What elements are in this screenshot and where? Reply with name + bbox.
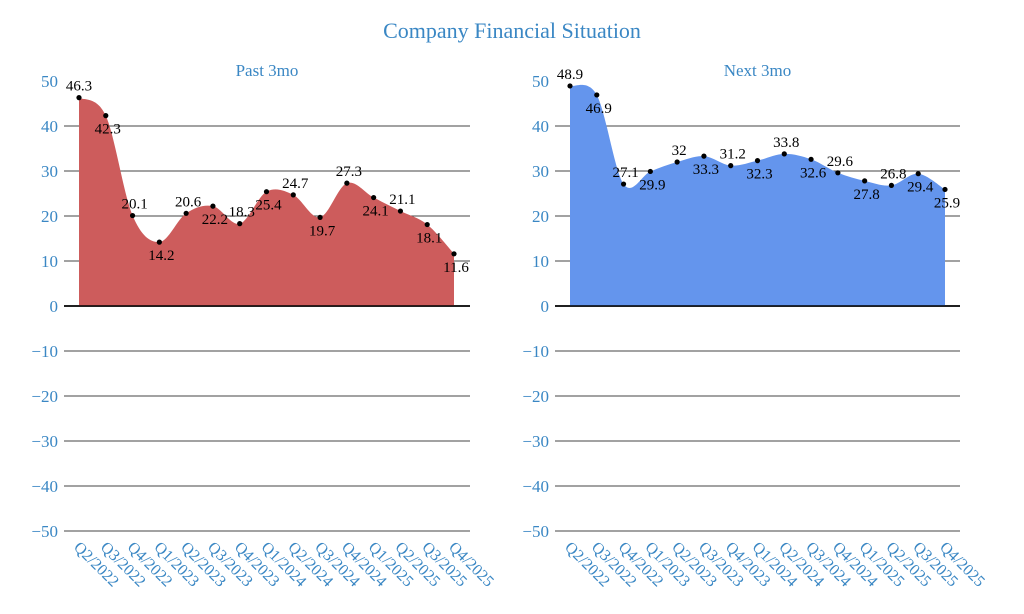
data-label: 22.2 [202, 212, 228, 228]
data-point[interactable] [835, 170, 841, 176]
y-tick-label: −40 [31, 477, 58, 496]
y-tick-label: 20 [41, 207, 58, 226]
y-tick-label: 30 [41, 162, 58, 181]
data-point[interactable] [263, 189, 270, 195]
area-series [570, 84, 945, 306]
panel-subtitle: Past 3mo [236, 61, 299, 80]
data-label: 20.1 [121, 197, 147, 213]
y-tick-label: −20 [31, 387, 58, 406]
data-point[interactable] [290, 192, 296, 198]
data-label: 29.9 [639, 177, 665, 193]
data-point[interactable] [237, 221, 243, 227]
y-tick-label: 10 [41, 252, 58, 271]
y-tick-label: −20 [522, 387, 549, 406]
y-tick-label: 20 [532, 207, 549, 226]
data-point[interactable] [862, 178, 868, 184]
data-label: 29.6 [827, 154, 854, 170]
data-point[interactable] [647, 168, 653, 175]
data-label: 27.3 [336, 164, 362, 180]
y-tick-label: 40 [532, 117, 549, 136]
data-point[interactable] [754, 158, 761, 164]
data-point[interactable] [397, 208, 404, 214]
data-point[interactable] [183, 210, 189, 216]
y-tick-label: 0 [541, 297, 550, 316]
chart-title: Company Financial Situation [383, 18, 641, 43]
data-point[interactable] [451, 251, 457, 257]
data-point[interactable] [701, 153, 707, 159]
data-label: 29.4 [907, 180, 934, 196]
data-point[interactable] [620, 181, 627, 187]
data-point[interactable] [915, 171, 921, 177]
data-label: 20.6 [175, 194, 202, 210]
data-label: 25.4 [255, 198, 282, 214]
data-point[interactable] [129, 212, 136, 219]
data-label: 21.1 [389, 192, 415, 208]
data-point[interactable] [594, 92, 600, 98]
y-tick-label: −40 [522, 477, 549, 496]
data-label: 18.1 [416, 231, 442, 247]
data-point[interactable] [424, 221, 430, 228]
data-label: 42.3 [95, 122, 121, 138]
data-point[interactable] [317, 214, 323, 220]
data-point[interactable] [210, 203, 216, 209]
data-label: 32.3 [746, 167, 772, 183]
data-label: 46.3 [66, 79, 92, 95]
y-tick-label: 30 [532, 162, 549, 181]
y-tick-label: −10 [522, 342, 549, 361]
data-label: 48.9 [557, 67, 583, 83]
data-point[interactable] [567, 83, 573, 89]
data-label: 32.6 [800, 165, 827, 181]
data-point[interactable] [344, 180, 350, 186]
data-label: 19.7 [309, 223, 336, 239]
data-label: 32 [672, 143, 687, 159]
data-point[interactable] [728, 163, 734, 169]
data-label: 46.9 [586, 101, 612, 117]
y-tick-label: 50 [532, 72, 549, 91]
data-label: 33.3 [693, 162, 719, 178]
data-point[interactable] [76, 95, 82, 101]
data-label: 25.9 [934, 195, 960, 211]
data-label: 11.6 [443, 260, 469, 276]
data-point[interactable] [156, 239, 162, 245]
chart-panel-2: Next 3mo50403020100−10−20−30−40−5048.9Q2… [522, 61, 987, 590]
data-label: 27.1 [612, 165, 638, 181]
chart-panel-1: Past 3mo50403020100−10−20−30−40−5046.3Q2… [31, 61, 496, 590]
y-tick-label: −30 [522, 432, 549, 451]
data-point[interactable] [371, 194, 377, 201]
data-label: 27.8 [854, 187, 880, 203]
data-point[interactable] [888, 182, 895, 188]
y-tick-label: −50 [522, 522, 549, 541]
data-point[interactable] [808, 156, 814, 162]
data-label: 24.1 [363, 204, 389, 220]
data-label: 24.7 [282, 176, 309, 192]
y-tick-label: −30 [31, 432, 58, 451]
data-point[interactable] [103, 113, 109, 119]
area-series [79, 97, 454, 307]
data-point[interactable] [781, 151, 787, 157]
data-point[interactable] [942, 186, 948, 193]
data-label: 26.8 [880, 166, 906, 182]
y-tick-label: 40 [41, 117, 58, 136]
data-label: 18.3 [229, 205, 255, 221]
y-tick-label: −10 [31, 342, 58, 361]
data-label: 14.2 [148, 248, 174, 264]
y-tick-label: −50 [31, 522, 58, 541]
data-label: 33.8 [773, 135, 799, 151]
y-tick-label: 0 [50, 297, 59, 316]
data-label: 31.2 [720, 147, 746, 163]
y-tick-label: 50 [41, 72, 58, 91]
panel-subtitle: Next 3mo [724, 61, 792, 80]
y-tick-label: 10 [532, 252, 549, 271]
data-point[interactable] [674, 159, 680, 165]
